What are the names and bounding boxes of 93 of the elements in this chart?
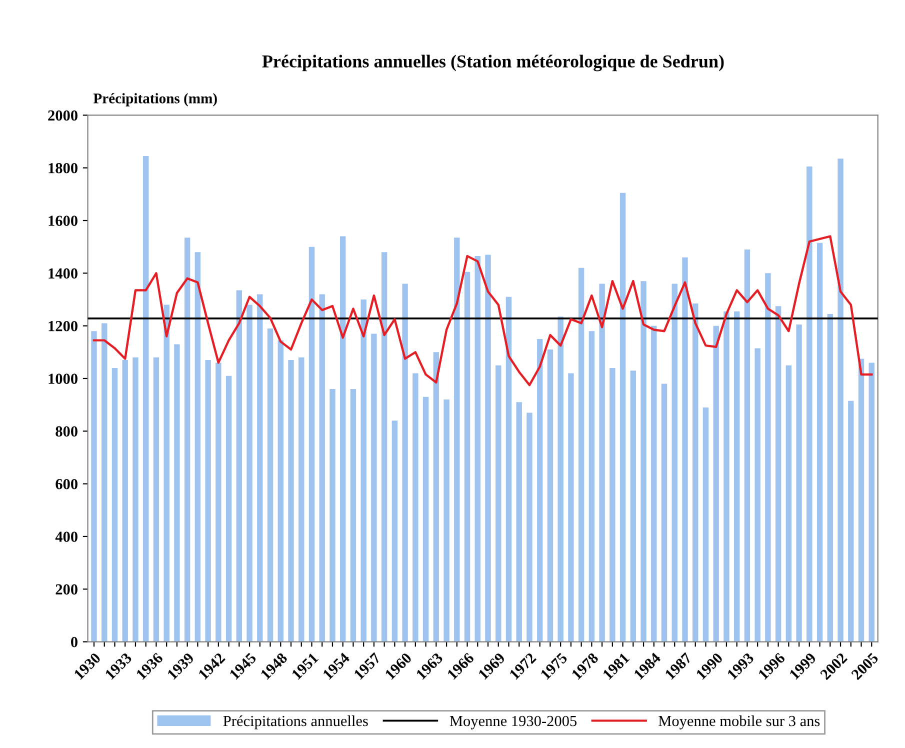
- legend-label: Moyenne 1930-2005: [450, 716, 577, 730]
- bar: [246, 304, 252, 642]
- bar: [194, 252, 201, 642]
- bar: [464, 272, 470, 642]
- bar: [485, 254, 491, 642]
- y-axis-title: Précipitations (mm): [93, 93, 217, 106]
- bar: [91, 331, 97, 642]
- bar: [827, 314, 834, 642]
- bar: [724, 311, 730, 642]
- bar: [506, 296, 512, 642]
- bar: [360, 300, 366, 642]
- bar: [775, 306, 782, 642]
- bar: [454, 238, 460, 642]
- y-tick-label: 1800: [48, 162, 78, 174]
- bar: [132, 357, 138, 642]
- bar: [610, 368, 616, 642]
- bar: [226, 376, 232, 642]
- bar: [340, 236, 346, 642]
- bar: [672, 284, 678, 642]
- bar: [734, 311, 740, 642]
- bar: [496, 365, 502, 642]
- bar: [381, 252, 388, 642]
- bar: [142, 156, 149, 642]
- bar: [122, 360, 128, 642]
- bar: [330, 389, 336, 642]
- bar: [516, 402, 522, 642]
- bar: [568, 373, 574, 642]
- bar: [102, 323, 108, 642]
- bar: [838, 158, 844, 642]
- bar: [236, 290, 242, 642]
- bar: [267, 328, 274, 642]
- bar: [599, 284, 605, 642]
- y-tick-label: 1200: [48, 320, 78, 332]
- y-tick-label: 1000: [48, 374, 78, 384]
- bar: [205, 360, 211, 642]
- bar: [630, 370, 636, 642]
- bar: [174, 344, 180, 642]
- bar: [257, 294, 263, 642]
- bar: [298, 357, 304, 642]
- bar: [692, 303, 698, 642]
- bar: [578, 268, 584, 642]
- bar: [278, 340, 284, 642]
- bar: [868, 362, 874, 642]
- bar: [848, 400, 854, 642]
- bar: [350, 389, 356, 642]
- bar: [702, 407, 709, 642]
- y-tick-label: 1600: [48, 216, 78, 226]
- bar: [588, 331, 595, 642]
- chart-title: Précipitations annuelles (Station météorologique de Sedrun): [262, 54, 724, 72]
- line-series: [92, 235, 873, 386]
- bar: [713, 326, 719, 642]
- y-tick-label: 2000: [48, 110, 78, 121]
- bar: [744, 249, 750, 642]
- bar: [765, 273, 771, 642]
- bar: [796, 324, 802, 642]
- legend-label: Précipitations annuelles: [223, 715, 368, 730]
- y-tick-label: 0: [71, 636, 78, 648]
- bar: [412, 373, 418, 642]
- bar: [661, 384, 668, 642]
- bar: [474, 256, 480, 642]
- y-tick-label: 400: [55, 532, 78, 542]
- bar: [547, 350, 554, 642]
- bar: [651, 326, 657, 642]
- bar: [216, 362, 222, 642]
- bar: [682, 257, 688, 642]
- bar: [816, 242, 823, 642]
- y-tick-label: 800: [56, 426, 78, 437]
- bar: [392, 420, 398, 642]
- bar: [308, 246, 315, 642]
- y-tick-label: 200: [56, 584, 78, 595]
- y-tick-label: 1400: [48, 268, 78, 279]
- bar: [112, 368, 118, 642]
- bar: [164, 304, 170, 642]
- bar: [184, 238, 190, 642]
- bar: [858, 358, 864, 642]
- bar: [433, 352, 440, 642]
- bar: [640, 281, 646, 642]
- bar: [754, 348, 760, 642]
- bar: [558, 316, 564, 642]
- bar: [786, 365, 792, 642]
- bar: [526, 412, 532, 642]
- bar: [371, 334, 377, 642]
- bar: [153, 357, 160, 642]
- bar: [288, 360, 294, 642]
- legend-label: Moyenne mobile sur 3 ans: [658, 715, 820, 730]
- bar: [319, 294, 325, 642]
- bar: [402, 284, 408, 642]
- bar: [444, 400, 450, 642]
- bar: [806, 166, 812, 642]
- bar: [620, 192, 626, 642]
- y-tick-label: 600: [56, 478, 78, 490]
- bar: [422, 396, 429, 642]
- bar: [536, 338, 543, 642]
